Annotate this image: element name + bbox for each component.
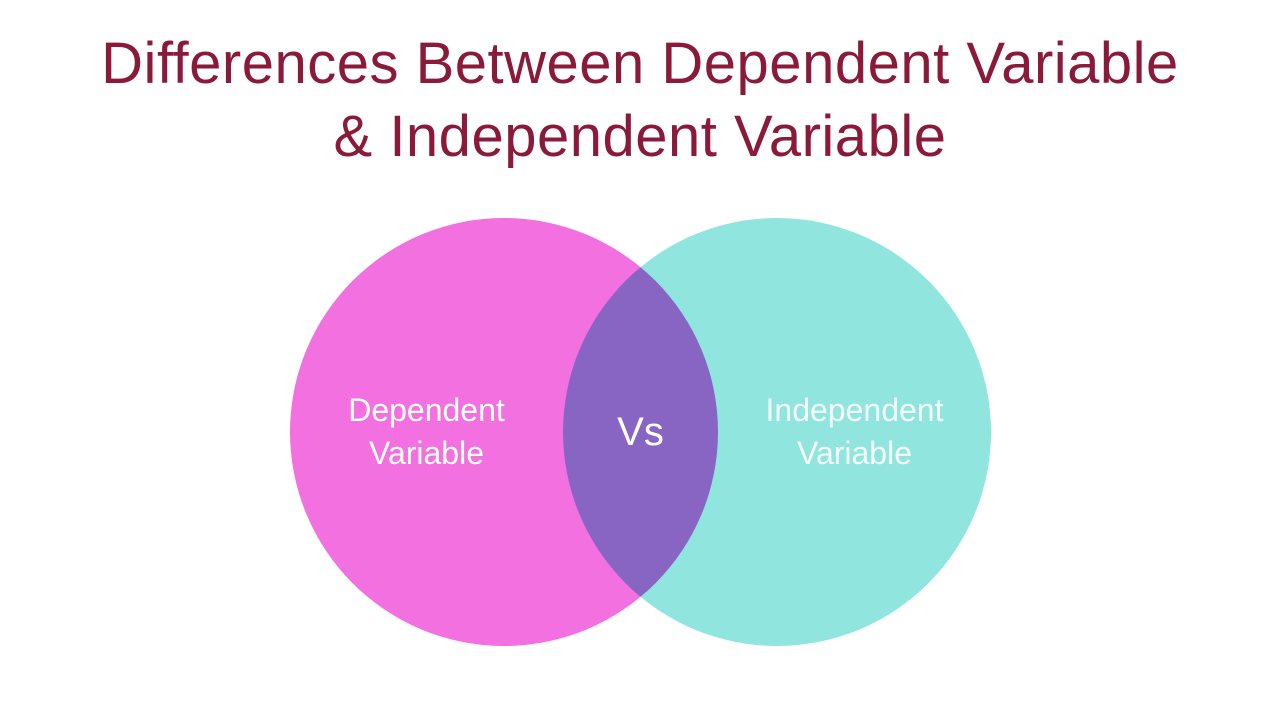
page-root: Differences Between Dependent Variable &… [0,0,1280,720]
venn-right-label: Independent Variable [718,218,991,646]
venn-center-label: Vs [563,218,718,646]
venn-left-label: Dependent Variable [290,218,563,646]
venn-diagram: Dependent Variable Independent Variable … [290,218,991,646]
page-title: Differences Between Dependent Variable &… [80,28,1200,173]
